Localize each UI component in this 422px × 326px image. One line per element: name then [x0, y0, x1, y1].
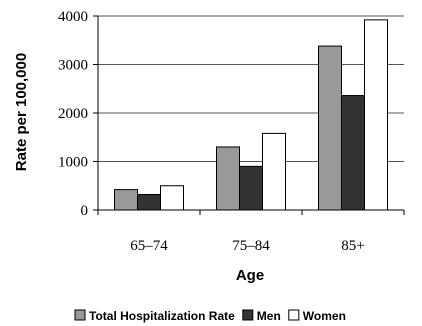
bars — [114, 19, 388, 211]
legend-label: Men — [257, 309, 281, 323]
bar — [318, 45, 342, 211]
legend-swatch — [242, 309, 254, 321]
y-tick-labels: 0 1000 2000 3000 4000 — [58, 9, 88, 219]
bar — [137, 193, 161, 211]
bar — [239, 165, 263, 211]
y-tick-label: 4000 — [58, 9, 88, 25]
y-tick-label: 0 — [81, 203, 89, 219]
x-tick-label: 75–84 — [232, 238, 270, 254]
legend-swatch — [74, 309, 86, 321]
axes — [93, 15, 405, 215]
legend-label: Women — [303, 309, 346, 323]
legend-swatch — [288, 309, 300, 321]
bar — [341, 95, 365, 211]
legend-label: Total Hospitalization Rate — [89, 309, 235, 323]
x-tick-label: 85+ — [341, 238, 364, 254]
legend: Total Hospitalization Rate Men Women — [74, 309, 346, 323]
x-tick-labels: 65–74 75–84 85+ — [130, 238, 364, 254]
x-axis-title: Age — [236, 267, 264, 284]
bar — [262, 132, 286, 211]
bar — [216, 146, 240, 211]
bar — [160, 185, 184, 211]
y-tick-label: 2000 — [58, 106, 88, 122]
y-axis-title: Rate per 100,000 — [13, 53, 30, 171]
bar — [114, 189, 138, 211]
bar — [364, 19, 388, 211]
x-tick-label: 65–74 — [130, 238, 168, 254]
y-tick-label: 3000 — [58, 58, 88, 74]
y-tick-label: 1000 — [58, 155, 88, 171]
